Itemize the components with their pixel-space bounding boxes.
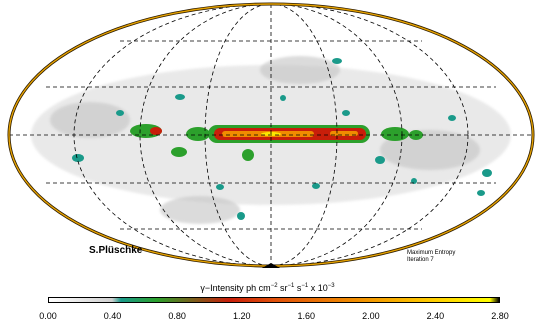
method-label: Maximum Entropy Iteration 7 xyxy=(407,250,455,264)
colorbar-title: γ−Intensity ph cm−2 sr−1 s−1 x 10−3 xyxy=(200,283,335,293)
colorbar-tick-label: 1.20 xyxy=(232,311,251,321)
sky-map xyxy=(7,2,535,268)
method-line-2: Iteration 7 xyxy=(407,257,434,263)
graticule xyxy=(9,4,533,266)
method-line-1: Maximum Entropy xyxy=(407,250,456,256)
south-pole-marker xyxy=(262,263,280,268)
inner-galaxy-emission xyxy=(150,125,370,143)
colorbar-tick-label: 1.60 xyxy=(297,311,316,321)
colorbar-tick-label: 0.00 xyxy=(39,311,57,321)
colorbar-tick-label: 2.80 xyxy=(491,311,509,321)
colorbar-tick-label: 0.80 xyxy=(168,311,186,321)
colorbar-tick-label: 2.40 xyxy=(426,311,445,321)
point-sources xyxy=(72,58,492,220)
colorbar-tick-label: 0.40 xyxy=(103,311,122,321)
colorbar-tick-label: 2.00 xyxy=(362,311,380,321)
author-label: S.Plüschke xyxy=(89,245,143,256)
colorbar xyxy=(48,297,500,303)
